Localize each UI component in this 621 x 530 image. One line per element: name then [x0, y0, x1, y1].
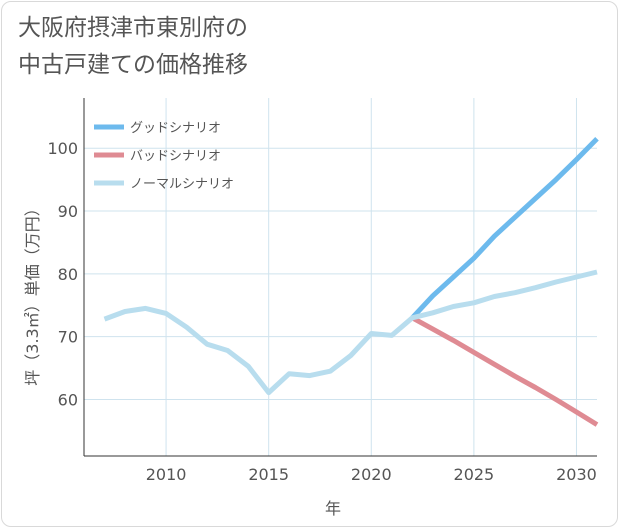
chart-title-line-2: 中古戸建ての価格推移	[18, 52, 248, 78]
y-tick-label: 90	[58, 202, 78, 221]
series-line-1	[411, 315, 599, 427]
x-tick-label: 2025	[454, 465, 495, 484]
chart-title-line-1: 大阪府摂津市東別府の	[18, 15, 248, 41]
y-tick-label: 70	[58, 328, 78, 347]
legend-label: バッドシナリオ	[130, 149, 221, 164]
y-axis-label: 坪（3.3㎡）単価（万円）	[23, 200, 42, 385]
legend-label: グッドシナリオ	[130, 121, 221, 136]
x-tick-label: 2020	[351, 465, 392, 484]
chart-title: 大阪府摂津市東別府の 中古戸建ての価格推移	[18, 10, 248, 84]
grid-lines	[84, 98, 597, 456]
x-tick-label: 2015	[248, 465, 289, 484]
x-axis-label: 年	[325, 499, 341, 518]
y-tick-label: 80	[58, 265, 78, 284]
x-tick-label: 2030	[556, 465, 597, 484]
legend-label: ノーマルシナリオ	[130, 177, 234, 192]
x-tick-label: 2010	[146, 465, 187, 484]
y-tick-label: 100	[47, 139, 78, 158]
series-line-0	[410, 137, 599, 320]
tick-labels: 2010 2015 2020 2025 2030 60 70 80 90 100	[47, 139, 596, 484]
y-tick-label: 60	[58, 390, 78, 409]
series-line-2	[103, 269, 598, 396]
axes	[83, 98, 597, 457]
series-lines	[103, 137, 599, 427]
